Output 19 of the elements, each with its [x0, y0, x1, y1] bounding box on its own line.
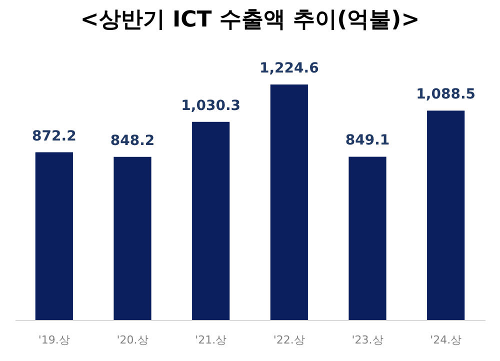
x-tick-label: '22.상 — [273, 334, 305, 346]
x-tick-label: '23.상 — [352, 334, 384, 346]
x-tick-label: '21.상 — [195, 334, 227, 346]
chart-title: <상반기 ICT 수출액 추이(억불)> — [80, 8, 420, 32]
data-label: 872.2 — [32, 128, 76, 144]
data-label: 849.1 — [345, 132, 390, 149]
x-tick-label: '20.상 — [116, 334, 148, 346]
bar — [270, 84, 308, 320]
data-label: 1,030.3 — [181, 98, 241, 114]
x-tick-label: '24.상 — [430, 334, 462, 346]
x-tick-label: '19.상 — [38, 334, 70, 346]
bar — [192, 122, 230, 320]
data-label: 1,088.5 — [416, 86, 476, 103]
bar — [348, 156, 386, 320]
bar — [35, 152, 73, 320]
data-label: 848.2 — [110, 132, 155, 149]
data-label: 1,224.6 — [259, 60, 319, 76]
bar — [114, 156, 152, 320]
bar — [427, 110, 465, 320]
